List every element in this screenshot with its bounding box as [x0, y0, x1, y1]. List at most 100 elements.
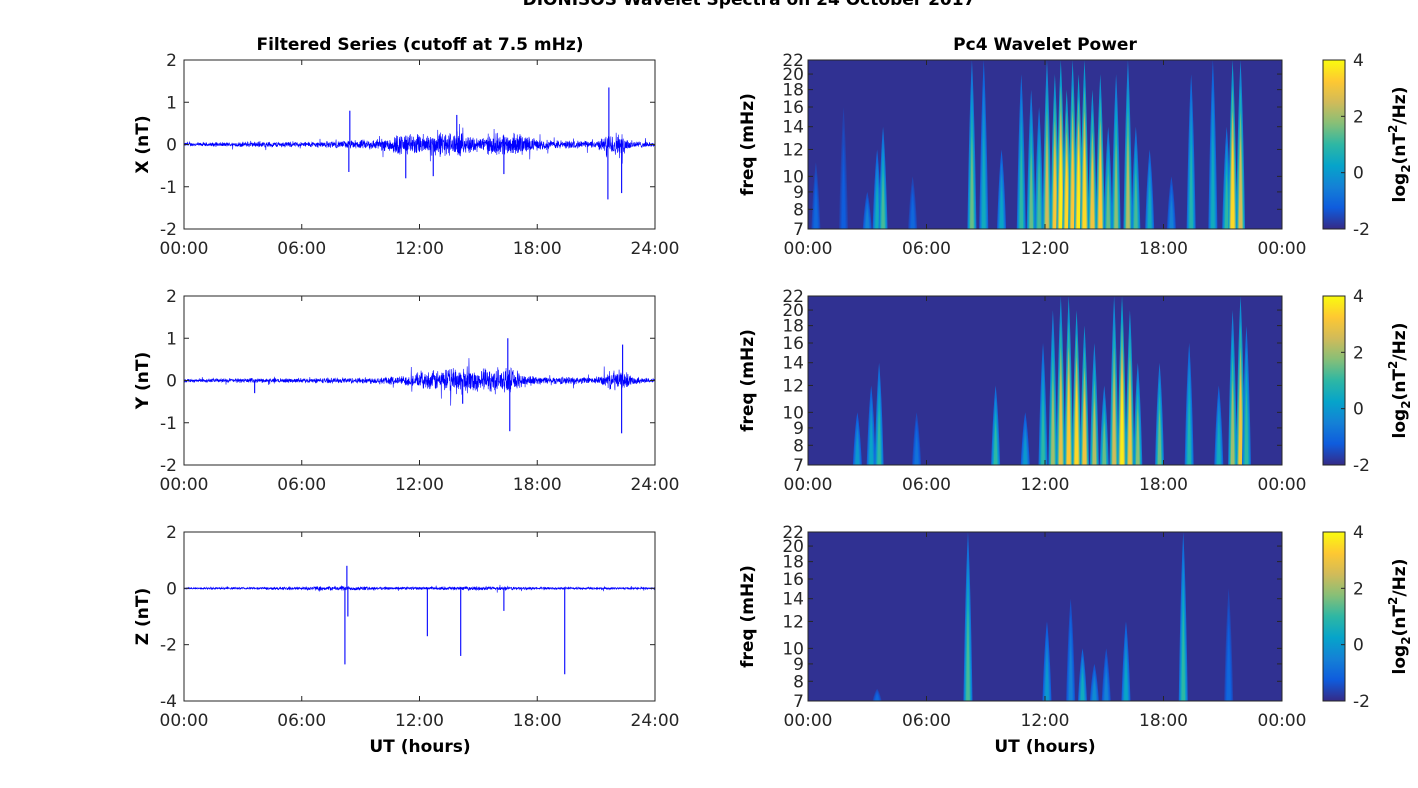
series-z-trace [184, 584, 655, 593]
wavelet-z-colorbar-label: log2(nT2/Hz) [1386, 559, 1413, 675]
wavelet-z-power-ridge [1080, 672, 1085, 701]
series-y-xtick-label: 24:00 [631, 475, 680, 495]
wavelet-x-power-ridge [1076, 143, 1081, 229]
wavelet-x-ytick-label: 7 [793, 220, 804, 240]
series-z-plot-area [184, 532, 655, 701]
series-x-ytick-label: 0 [166, 136, 177, 156]
wavelet-z-ytick-label: 16 [782, 570, 804, 590]
wavelet-x-power-ridge [1064, 152, 1069, 229]
wavelet-x-power-ridge [1211, 136, 1215, 229]
wavelet-x-colorbar-tick-label: 2 [1353, 107, 1364, 127]
wavelet-x-power-ridge [865, 208, 870, 229]
wavelet-y-power-ridge [1092, 397, 1097, 465]
wavelet-x-ytick-label: 16 [782, 98, 804, 118]
wavelet-y-ytick-label: 20 [782, 301, 804, 321]
wavelet-y-power-ridge [1102, 421, 1107, 465]
wavelet-y-power-ridge [1157, 408, 1162, 465]
wavelet-y-power-ridge [1074, 379, 1079, 465]
wavelet-x-power-ridge [1224, 172, 1229, 229]
wavelet-x-xtick-label: 00:00 [1258, 239, 1307, 259]
wavelet-z-ytick-label: 10 [782, 639, 804, 659]
wavelet-y-ytick-label: 16 [782, 334, 804, 354]
wavelet-x-power-ridge [1106, 172, 1110, 229]
wavelet-x-power-ridge [1126, 136, 1130, 229]
wavelet-z-power-ridge [1104, 672, 1109, 701]
series-y-ytick-label: 0 [166, 372, 177, 392]
wavelet-z-power-ridge [1226, 639, 1231, 701]
series-y-ytick-label: 2 [166, 287, 177, 307]
series-z-xtick-label: 00:00 [160, 711, 209, 731]
wavelet-y-power-ridge [1244, 388, 1249, 465]
wavelet-x-power-ridge [814, 192, 818, 229]
right-x-axis-label: UT (hours) [994, 737, 1095, 757]
wavelet-y-power-ridge [1120, 372, 1124, 465]
wavelet-x-power-ridge [1045, 136, 1049, 229]
wavelet-x-power-ridge [1070, 136, 1075, 229]
wavelet-y-power-ridge [1136, 408, 1140, 465]
wavelet-z-colorbar-gradient [1322, 531, 1346, 702]
wavelet-z-ytick-label: 18 [782, 553, 804, 573]
wavelet-z-ytick-label: 12 [782, 612, 804, 632]
series-y-ytick-label: -2 [160, 456, 177, 476]
series-x-xtick-label: 12:00 [395, 239, 444, 259]
wavelet-z-ytick-label: 7 [793, 692, 804, 712]
series-y-y-axis-label: Y (nT) [133, 352, 153, 410]
wavelet-x-power-ridge [1189, 143, 1193, 229]
wavelet-z-xtick-label: 00:00 [784, 711, 833, 731]
wavelet-x-xtick-label: 00:00 [784, 239, 833, 259]
series-z-ytick-label: 0 [166, 579, 177, 599]
wavelet-x-power-ridge [1029, 152, 1033, 229]
wavelet-y-colorbar-tick-label: 4 [1353, 287, 1364, 307]
wavelet-y-ytick-label: 10 [782, 403, 804, 423]
series-y-panel: -2 -1 0 1 2 00:00 06:00 12:00 18:00 24:00 Y (nT) [133, 287, 680, 495]
wavelet-x-ytick-label: 20 [782, 65, 804, 85]
wavelet-x-power-ridge [1098, 143, 1103, 229]
series-y-xtick-label: 12:00 [395, 475, 444, 495]
series-z-xtick-label: 18:00 [513, 711, 562, 731]
wavelet-y-ytick-label: 8 [793, 436, 804, 456]
wavelet-x-power-ridge [1238, 136, 1243, 229]
wavelet-x-power-ridge [910, 200, 915, 229]
wavelet-z-xtick-label: 00:00 [1258, 711, 1307, 731]
wavelet-x-power-ridge [1059, 136, 1063, 229]
wavelet-z-xtick-label: 18:00 [1139, 711, 1188, 731]
wavelet-y-ytick-label: 7 [793, 456, 804, 476]
series-z-xtick-label: 12:00 [395, 711, 444, 731]
series-y-xtick-label: 18:00 [513, 475, 562, 495]
wavelet-y-xtick-label: 18:00 [1139, 475, 1188, 495]
wavelet-y-power-ridge [1217, 421, 1221, 465]
wavelet-x-xtick-label: 18:00 [1139, 239, 1188, 259]
wavelet-y-power-ridge [1230, 379, 1235, 465]
series-x-xtick-label: 24:00 [631, 239, 680, 259]
series-y-ytick-label: -1 [160, 414, 177, 434]
wavelet-x-power-ridge [981, 136, 986, 229]
series-z-panel: -4 -2 0 2 00:00 06:00 12:00 18:00 24:00 Z (nT) [133, 523, 680, 731]
wavelet-x-power-ridge [1090, 152, 1095, 229]
wavelet-z-power-ridge [1124, 657, 1128, 701]
series-z-y-axis-label: Z (nT) [133, 588, 153, 645]
wavelet-x-ytick-label: 12 [782, 140, 804, 160]
wavelet-z-ytick-label: 8 [793, 672, 804, 692]
wavelet-y-colorbar-tick-label: -2 [1353, 456, 1370, 476]
wavelet-z-colorbar-tick-label: -2 [1353, 692, 1370, 712]
wavelet-x-ytick-label: 14 [782, 118, 804, 138]
wavelet-y-power-ridge [1059, 372, 1063, 465]
wavelet-z-xtick-label: 06:00 [902, 711, 951, 731]
right-column-title: Pc4 Wavelet Power [953, 35, 1137, 55]
wavelet-x-ytick-label: 18 [782, 81, 804, 101]
wavelet-y-xtick-label: 06:00 [902, 475, 951, 495]
wavelet-y-power-ridge [1051, 379, 1055, 465]
left-column-title: Filtered Series (cutoff at 7.5 mHz) [256, 35, 583, 55]
wavelet-y-colorbar-tick-label: 2 [1353, 343, 1364, 363]
wavelet-y-ytick-label: 9 [793, 419, 804, 439]
wavelet-y-ytick-label: 22 [782, 287, 804, 307]
series-z-ytick-label: -2 [160, 636, 177, 656]
series-x-ytick-label: -2 [160, 220, 177, 240]
wavelet-y-ytick-label: 12 [782, 376, 804, 396]
wavelet-z-power-ridge [966, 608, 970, 701]
series-y-xtick-label: 06:00 [277, 475, 326, 495]
